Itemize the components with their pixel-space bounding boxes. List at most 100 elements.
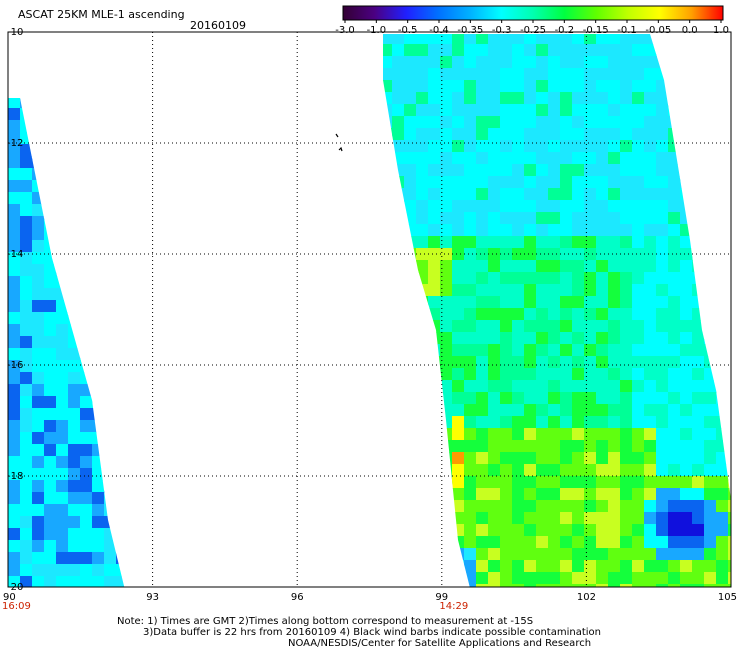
swath-cell (464, 92, 477, 105)
swath-cell (56, 144, 69, 157)
swath-cell (608, 284, 621, 297)
swath-cell (584, 404, 597, 417)
swath-cell (32, 408, 45, 421)
swath-cell (644, 80, 657, 93)
swath-cell (488, 128, 501, 141)
swath-cell (464, 68, 477, 81)
swath-cell (524, 428, 537, 441)
swath-cell (560, 80, 573, 93)
swath-cell (8, 204, 21, 217)
swath-cell (116, 588, 129, 601)
swath-cell (680, 260, 693, 273)
swath-cell (92, 216, 105, 229)
swath-cell (476, 92, 489, 105)
swath-cell (524, 212, 537, 225)
swath-cell (32, 564, 45, 577)
swath-cell (488, 512, 501, 525)
swath-cell (728, 128, 731, 141)
swath-cell (680, 320, 693, 333)
swath-cell (488, 380, 501, 393)
swath-cell (383, 128, 393, 141)
swath-cell (632, 428, 645, 441)
swath-cell (92, 168, 105, 181)
swath-cell (392, 380, 405, 393)
swath-cell (512, 224, 525, 237)
swath-cell (548, 524, 561, 537)
swath-cell (476, 116, 489, 129)
swath-cell (572, 34, 585, 45)
swath-cell (620, 572, 633, 585)
swath-cell (392, 200, 405, 213)
swath-cell (440, 392, 453, 405)
swath-cell (692, 500, 705, 513)
swath-cell (704, 284, 717, 297)
swath-cell (620, 368, 633, 381)
swath-cell (644, 500, 657, 513)
swath-cell (92, 324, 105, 337)
swath-cell (536, 416, 549, 429)
swath-cell (716, 212, 729, 225)
swath-cell (620, 428, 633, 441)
swath-cell (548, 34, 561, 45)
swath-cell (656, 116, 669, 129)
swath-cell (68, 300, 81, 313)
swath-cell (128, 300, 141, 313)
swath-cell (500, 80, 513, 93)
swath-cell (692, 68, 705, 81)
swath-cell (440, 176, 453, 189)
swath-cell (512, 188, 525, 201)
note-line-2: 3)Data buffer is 22 hrs from 20160109 4)… (143, 627, 601, 638)
swath-cell (20, 288, 33, 301)
lon-label: 105 (718, 592, 737, 603)
swath-cell (512, 104, 525, 117)
swath-cell (728, 488, 731, 501)
swath-cell (392, 68, 405, 81)
swath-cell (560, 44, 573, 57)
swath-cell (716, 176, 729, 189)
swath-cell (68, 396, 81, 409)
swath-cell (428, 368, 441, 381)
swath-cell (44, 540, 57, 553)
swath-cell (644, 188, 657, 201)
swath-cell (440, 356, 453, 369)
swath-cell (428, 164, 441, 177)
swath-cell (464, 200, 477, 213)
swath-cell (8, 576, 21, 587)
swath-cell (572, 524, 585, 537)
swath-cell (596, 500, 609, 513)
swath-cell (728, 188, 731, 201)
swath-cell (620, 488, 633, 501)
swath-cell (656, 308, 669, 321)
swath-cell (644, 284, 657, 297)
swath-cell (80, 240, 93, 253)
swath-cell (44, 240, 57, 253)
swath-cell (572, 164, 585, 177)
swath-cell (644, 356, 657, 369)
swath-cell (32, 336, 45, 349)
swath-cell (68, 576, 81, 587)
swath-cell (620, 476, 633, 489)
swath-cell (116, 264, 125, 277)
swath-cell (572, 440, 585, 453)
swath-cell (44, 384, 57, 397)
swath-cell (44, 144, 57, 157)
swath-cell (632, 284, 645, 297)
swath-cell (560, 524, 573, 537)
swath-cell (128, 348, 141, 361)
swath-cell (704, 440, 717, 453)
swath-cell (560, 224, 573, 237)
swath-cell (44, 108, 57, 121)
swath-cell (68, 216, 81, 229)
swath-cell (20, 360, 33, 373)
swath-cell (572, 392, 585, 405)
swath-cell (44, 480, 57, 493)
swath-cell (692, 296, 705, 309)
swath-cell (8, 540, 21, 553)
swath-cell (572, 212, 585, 225)
swath-cell (512, 56, 525, 69)
swath-cell (716, 404, 729, 417)
colorbar: -3.0 -1.0 -0.5 -0.4 -0.35 -0.3 -0.25 -0.2 -0.15-… (335, 5, 729, 36)
swath-cell (692, 116, 705, 129)
swath-cell (644, 212, 657, 225)
swath-cell (464, 332, 477, 345)
